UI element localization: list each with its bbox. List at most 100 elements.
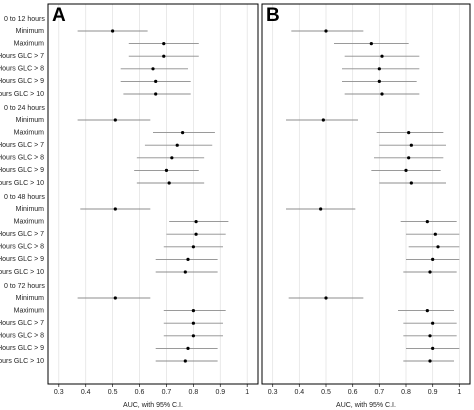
group-label: 0 to 24 hours — [4, 105, 45, 112]
x-tick-label: 0.4 — [294, 389, 304, 396]
panel-title: B — [266, 5, 280, 26]
point-estimate — [111, 29, 115, 33]
point-estimate — [369, 42, 373, 46]
point-estimate — [407, 131, 411, 135]
point-estimate — [409, 143, 413, 147]
row-label: Minimum — [16, 295, 45, 302]
x-tick-label: 0.5 — [321, 389, 331, 396]
point-estimate — [433, 232, 437, 236]
point-estimate — [164, 168, 169, 172]
point-estimate — [425, 220, 429, 224]
row-label: Hours GLC > 10 — [0, 269, 44, 276]
row-label: Hours GLC > 9 — [0, 256, 44, 263]
point-estimate — [431, 321, 435, 325]
row-label: Maximum — [14, 40, 45, 47]
point-estimate — [380, 92, 384, 96]
point-estimate — [113, 207, 117, 211]
x-axis-title: AUC, with 95% C.I. — [123, 402, 183, 409]
row-label: Minimum — [16, 206, 45, 213]
point-estimate — [431, 346, 435, 350]
row-label: Maximum — [14, 307, 45, 314]
panel-border — [47, 3, 259, 385]
x-tick-label: 0.3 — [268, 389, 278, 396]
point-estimate — [191, 321, 195, 325]
point-estimate — [183, 359, 187, 363]
row-label: Hours GLC > 7 — [0, 53, 44, 60]
row-label: Hours GLC > 10 — [0, 91, 44, 98]
point-estimate — [162, 54, 166, 58]
panel-title: A — [52, 5, 66, 26]
row-label: Hours GLC > 9 — [0, 167, 44, 174]
row-label: Hours GLC > 8 — [0, 155, 44, 162]
row-label: Hours GLC > 8 — [0, 244, 44, 251]
point-estimate — [186, 346, 190, 350]
x-tick-label: 0.5 — [108, 389, 118, 396]
x-axis-title: AUC, with 95% C.I. — [336, 402, 396, 409]
point-estimate — [151, 67, 155, 71]
point-estimate — [194, 220, 198, 224]
point-estimate — [404, 168, 408, 172]
point-estimate — [113, 118, 117, 122]
x-tick-label: 1 — [245, 389, 249, 396]
point-estimate — [425, 309, 429, 313]
x-tick-label: 0.6 — [135, 389, 145, 396]
row-label: Hours GLC > 8 — [0, 66, 44, 73]
point-estimate — [113, 296, 117, 300]
group-label: 0 to 48 hours — [4, 194, 45, 201]
x-tick-label: 0.7 — [374, 389, 384, 396]
point-estimate — [162, 42, 166, 46]
x-tick-label: 0.9 — [428, 389, 438, 396]
point-estimate — [191, 334, 195, 338]
point-estimate — [431, 257, 435, 261]
group-label: 0 to 12 hours — [4, 16, 45, 23]
group-label: 0 to 72 hours — [4, 283, 45, 290]
row-label: Hours GLC > 8 — [0, 333, 44, 340]
point-estimate — [319, 207, 323, 211]
x-tick-label: 0.7 — [162, 389, 172, 396]
point-estimate — [436, 245, 440, 249]
point-estimate — [324, 29, 328, 33]
row-label: Hours GLC > 10 — [0, 358, 44, 365]
x-tick-label: 0.6 — [348, 389, 358, 396]
point-estimate — [321, 118, 325, 122]
point-estimate — [175, 143, 179, 147]
panel-border — [261, 3, 471, 385]
row-label: Hours GLC > 9 — [0, 345, 44, 352]
x-tick-label: 0.8 — [189, 389, 199, 396]
point-estimate — [428, 359, 432, 363]
point-estimate — [324, 296, 328, 300]
row-label: Minimum — [16, 117, 45, 124]
row-label: Maximum — [14, 129, 45, 136]
point-estimate — [191, 309, 195, 313]
x-tick-label: 0.4 — [81, 389, 91, 396]
x-tick-label: 0.8 — [401, 389, 411, 396]
x-tick-label: 1 — [457, 389, 461, 396]
point-estimate — [183, 270, 187, 274]
point-estimate — [377, 79, 381, 83]
row-label: Hours GLC > 7 — [0, 320, 44, 327]
point-estimate — [377, 67, 381, 71]
point-estimate — [154, 92, 158, 96]
point-estimate — [407, 156, 411, 160]
point-estimate — [194, 232, 198, 236]
point-estimate — [428, 270, 432, 274]
row-label: Hours GLC > 7 — [0, 142, 44, 149]
point-estimate — [181, 131, 185, 135]
point-estimate — [167, 181, 171, 185]
row-label: Maximum — [14, 218, 45, 225]
point-estimate — [191, 245, 195, 249]
row-label: Hours GLC > 9 — [0, 78, 44, 85]
point-estimate — [186, 257, 190, 261]
x-tick-label: 0.3 — [54, 389, 64, 396]
point-estimate — [428, 334, 432, 338]
point-estimate — [409, 181, 413, 185]
point-estimate — [380, 54, 384, 58]
row-label: Hours GLC > 10 — [0, 180, 44, 187]
point-estimate — [170, 156, 174, 160]
row-label: Minimum — [16, 28, 45, 35]
row-label: Hours GLC > 7 — [0, 231, 44, 238]
point-estimate — [154, 79, 158, 83]
x-tick-label: 0.9 — [215, 389, 225, 396]
